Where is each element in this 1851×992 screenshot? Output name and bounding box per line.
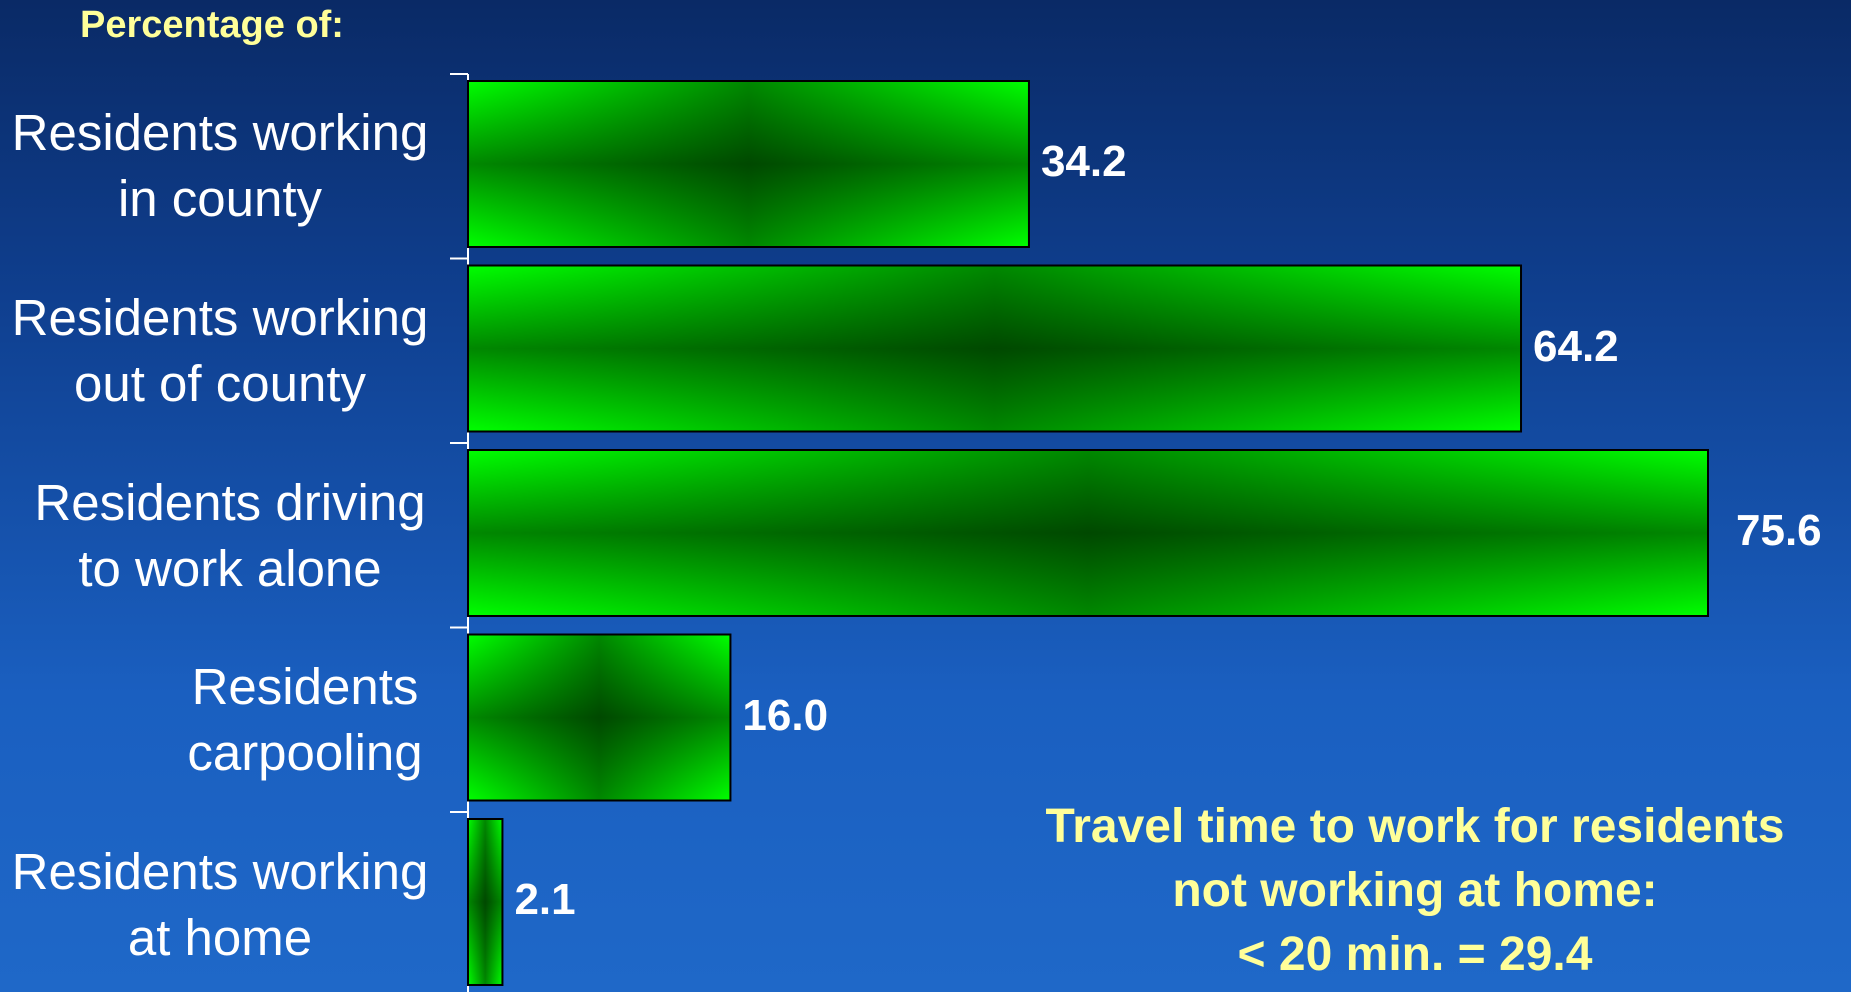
category-label-out-of-county: Residents working out of county [11, 289, 429, 412]
bar-outline [467, 633, 732, 802]
bar-shade-horizontal [468, 81, 1029, 247]
bar-outline [467, 818, 504, 986]
chart-title: Percentage of: [80, 4, 344, 46]
category-label-in-county: Residents working in county [11, 104, 429, 227]
bar-value-label: 75.6 [1736, 506, 1822, 555]
bar-3 [467, 633, 732, 802]
bar-value-label: 2.1 [514, 875, 576, 924]
bar-shade-horizontal [468, 819, 503, 985]
bar-1 [467, 264, 1523, 433]
bar-2 [467, 449, 1709, 617]
bar-outline [467, 449, 1709, 617]
bar-value-label: 64.2 [1533, 321, 1619, 371]
bar-shade-horizontal [468, 450, 1708, 616]
bar-shade-horizontal [468, 265, 1522, 432]
category-label-carpooling: Residents carpooling [187, 658, 423, 781]
bar-0 [467, 80, 1030, 248]
bar-value-label: 16.0 [742, 690, 829, 740]
travel-time-note: Travel time to work for residents not wo… [1045, 800, 1785, 981]
bar-outline [467, 80, 1030, 248]
category-label-driving-alone: Residents driving to work alone [34, 474, 426, 597]
bar-4 [467, 818, 504, 986]
bar-value-label: 34.2 [1040, 137, 1127, 186]
category-label-at-home: Residents working at home [11, 843, 429, 966]
bar-shade-horizontal [468, 634, 731, 801]
bar-outline [467, 264, 1523, 433]
